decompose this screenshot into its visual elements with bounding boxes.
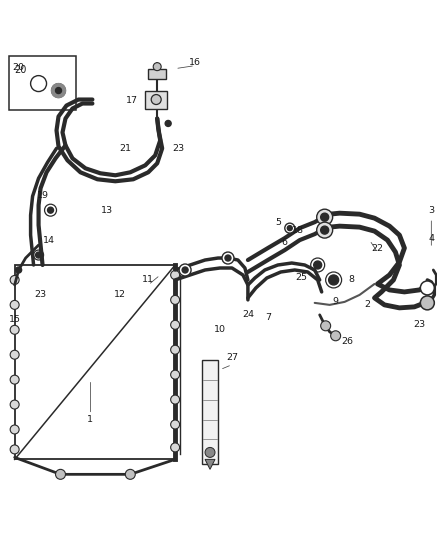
Circle shape — [321, 213, 328, 221]
Text: 4: 4 — [428, 233, 434, 243]
Circle shape — [10, 325, 19, 334]
Bar — [202, 360, 218, 464]
Text: 19: 19 — [36, 191, 49, 200]
Circle shape — [10, 301, 19, 309]
Text: 21: 21 — [119, 144, 131, 153]
Circle shape — [31, 76, 46, 92]
Text: 11: 11 — [142, 276, 154, 285]
Circle shape — [10, 350, 19, 359]
Circle shape — [171, 420, 180, 429]
Circle shape — [171, 345, 180, 354]
Text: 18: 18 — [292, 225, 304, 235]
Polygon shape — [205, 459, 215, 470]
Circle shape — [321, 226, 328, 234]
Text: 7: 7 — [265, 313, 271, 322]
Text: 5: 5 — [275, 217, 281, 227]
Circle shape — [314, 261, 321, 269]
Circle shape — [165, 120, 171, 126]
Circle shape — [10, 276, 19, 285]
Circle shape — [56, 87, 61, 94]
Circle shape — [171, 395, 180, 404]
Circle shape — [225, 255, 231, 261]
Circle shape — [48, 207, 53, 213]
Circle shape — [328, 275, 339, 285]
Circle shape — [52, 84, 66, 98]
Circle shape — [56, 470, 66, 479]
Circle shape — [205, 447, 215, 457]
Text: 17: 17 — [126, 96, 138, 105]
Circle shape — [285, 223, 295, 233]
Circle shape — [171, 295, 180, 304]
Text: 9: 9 — [332, 297, 339, 306]
Text: 16: 16 — [189, 58, 201, 67]
Bar — [9, 55, 77, 110]
Text: 12: 12 — [114, 290, 126, 300]
Text: 23: 23 — [413, 320, 425, 329]
Text: 23: 23 — [172, 144, 184, 153]
Circle shape — [171, 270, 180, 279]
Circle shape — [317, 209, 332, 225]
Text: 1: 1 — [88, 415, 93, 424]
Text: 20: 20 — [13, 63, 25, 72]
Text: 22: 22 — [371, 244, 384, 253]
Text: 25: 25 — [296, 273, 308, 282]
Circle shape — [16, 267, 21, 273]
Circle shape — [10, 375, 19, 384]
Bar — [148, 69, 166, 78]
Circle shape — [125, 470, 135, 479]
Circle shape — [10, 425, 19, 434]
Circle shape — [420, 296, 434, 310]
Circle shape — [321, 321, 331, 331]
Text: 15: 15 — [9, 316, 21, 324]
Circle shape — [182, 267, 188, 273]
Circle shape — [420, 281, 434, 295]
Text: 3: 3 — [428, 206, 434, 215]
Bar — [145, 91, 167, 109]
Circle shape — [222, 252, 234, 264]
Text: 13: 13 — [101, 206, 113, 215]
Circle shape — [287, 225, 292, 231]
Circle shape — [331, 331, 341, 341]
Circle shape — [153, 63, 161, 71]
Circle shape — [317, 222, 332, 238]
Text: 2: 2 — [364, 301, 371, 309]
Circle shape — [10, 400, 19, 409]
Text: 6: 6 — [282, 238, 288, 247]
Text: 24: 24 — [242, 310, 254, 319]
Circle shape — [151, 94, 161, 104]
Circle shape — [179, 264, 191, 276]
Circle shape — [10, 445, 19, 454]
Circle shape — [35, 252, 42, 258]
Circle shape — [171, 443, 180, 452]
Text: 27: 27 — [226, 353, 238, 362]
Circle shape — [171, 320, 180, 329]
Text: 23: 23 — [35, 290, 46, 300]
Text: 8: 8 — [349, 276, 355, 285]
Text: 26: 26 — [342, 337, 353, 346]
Text: 10: 10 — [214, 325, 226, 334]
Text: 20: 20 — [14, 64, 27, 75]
Text: 14: 14 — [42, 236, 55, 245]
Circle shape — [171, 370, 180, 379]
